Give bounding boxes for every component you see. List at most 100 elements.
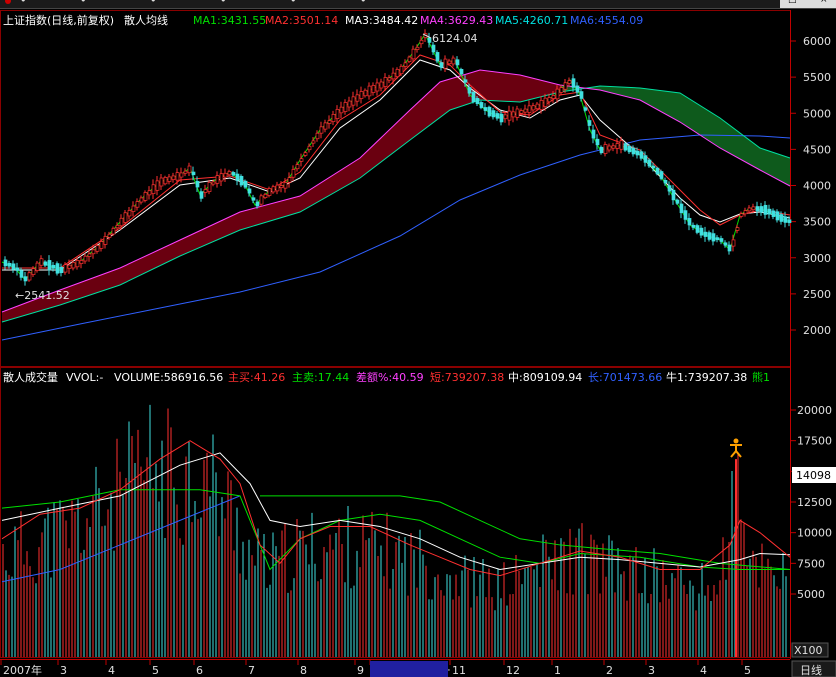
candle-body <box>75 260 80 268</box>
high-marker-pointer <box>422 33 432 39</box>
candle-body <box>523 108 528 113</box>
x-axis-label: 3 <box>60 664 67 677</box>
candle-body <box>175 172 180 181</box>
close-button[interactable]: × <box>820 0 828 5</box>
toolbar-item[interactable]: • <box>20 0 27 7</box>
restore-button[interactable]: □ <box>788 0 797 5</box>
current-volume-box <box>792 467 836 483</box>
candle-body <box>315 132 320 140</box>
candle-body <box>563 82 568 90</box>
x-axis-label: 1 <box>554 664 561 677</box>
toolbar-item[interactable]: • <box>150 0 157 7</box>
x-axis-label: 6 <box>196 664 203 677</box>
candle-body <box>435 52 440 62</box>
candle-body <box>87 253 92 257</box>
candle-body <box>7 262 12 267</box>
candle-body <box>147 190 152 196</box>
candle-body <box>203 189 208 193</box>
candle-body <box>11 263 16 270</box>
candle-body <box>79 260 84 264</box>
toolbar-item[interactable]: • <box>80 0 87 7</box>
volume-mid-ma <box>1 452 791 570</box>
low-price-marker: ←2541.52 <box>15 289 70 302</box>
x-axis-label: 5 <box>152 664 159 677</box>
volume-mid-green-ma <box>1 489 790 571</box>
volume-ma-lines <box>1 440 791 583</box>
volume-legend-item: 熊1 <box>752 370 770 384</box>
period-button[interactable]: 日线 <box>800 663 822 677</box>
candle-body <box>331 114 336 122</box>
candle-body <box>655 167 660 175</box>
candle-body <box>135 201 140 208</box>
candle-body <box>391 72 396 80</box>
candle-body <box>619 140 624 150</box>
candle-body <box>127 210 132 217</box>
candle-body <box>415 46 420 50</box>
candle-body <box>15 267 20 271</box>
candle-body <box>23 276 28 282</box>
high-price-marker: 6124.04 <box>432 32 478 45</box>
candle-body <box>215 175 220 184</box>
toolbar-item[interactable]: • <box>360 0 367 7</box>
x-axis-label: 2007年 <box>3 663 42 677</box>
candle-body <box>571 78 576 88</box>
candle-body <box>643 155 648 163</box>
candle-body <box>591 129 596 139</box>
candle-body <box>479 102 484 108</box>
ma2-line <box>2 54 791 269</box>
candle-body <box>535 103 540 110</box>
candle-body <box>639 151 644 159</box>
chart-canvas[interactable]: 上证指数(日线,前复权) 散人均线 MA1:3431.55MA2:3501.14… <box>0 8 836 677</box>
candle-body <box>647 159 652 167</box>
x-axis-label: 7 <box>248 664 255 677</box>
candle-body <box>439 62 444 68</box>
candle-body <box>475 98 480 104</box>
candle-body <box>59 266 64 274</box>
candle-body <box>675 199 680 204</box>
candle-body <box>211 181 216 185</box>
candle-body <box>339 106 344 114</box>
candle-body <box>635 150 640 156</box>
candle-body <box>507 110 512 121</box>
volume-legend-item: VVOL:- <box>66 371 103 384</box>
y-tick-label: 3000 <box>803 252 831 265</box>
candle-body <box>35 262 40 271</box>
candle-body <box>579 91 584 99</box>
candle-body <box>519 110 524 114</box>
candle-body <box>559 87 564 93</box>
volume-panel-title: 散人成交量 <box>3 370 58 384</box>
candle-body <box>775 211 780 221</box>
candle-body <box>615 143 620 149</box>
candle-body <box>599 146 604 154</box>
candle-body <box>759 206 764 213</box>
y-tick-label: 17500 <box>797 435 832 448</box>
candle-body <box>63 264 68 273</box>
candle-body <box>787 219 792 223</box>
candle-body <box>431 44 436 53</box>
candle-body <box>587 120 592 126</box>
candle-body <box>39 258 44 266</box>
person-signal-icon <box>730 438 742 458</box>
candle-body <box>767 208 772 215</box>
x-axis-label: 12 <box>506 664 520 677</box>
candle-body <box>771 210 776 217</box>
candle-body <box>627 145 632 153</box>
candle-body <box>287 177 292 183</box>
candle-body <box>399 65 404 75</box>
candle-body <box>71 262 76 269</box>
period-button-box[interactable] <box>791 660 836 677</box>
toolbar-item[interactable]: • <box>290 0 297 7</box>
volume-legend-item: 牛1:739207.38 <box>666 370 747 384</box>
candle-body <box>531 105 536 111</box>
toolbar-dot-icon <box>5 0 11 4</box>
toolbar-item[interactable]: • <box>220 0 227 7</box>
candle-body <box>511 111 516 118</box>
candle-body <box>199 191 204 199</box>
ma-legend-item: MA1:3431.55 <box>193 14 266 27</box>
candle-body <box>119 217 124 227</box>
candle-body <box>719 238 724 242</box>
candle-body <box>467 87 472 94</box>
candle-body <box>323 122 328 130</box>
candle-body <box>115 225 120 229</box>
candle-body <box>403 62 408 67</box>
